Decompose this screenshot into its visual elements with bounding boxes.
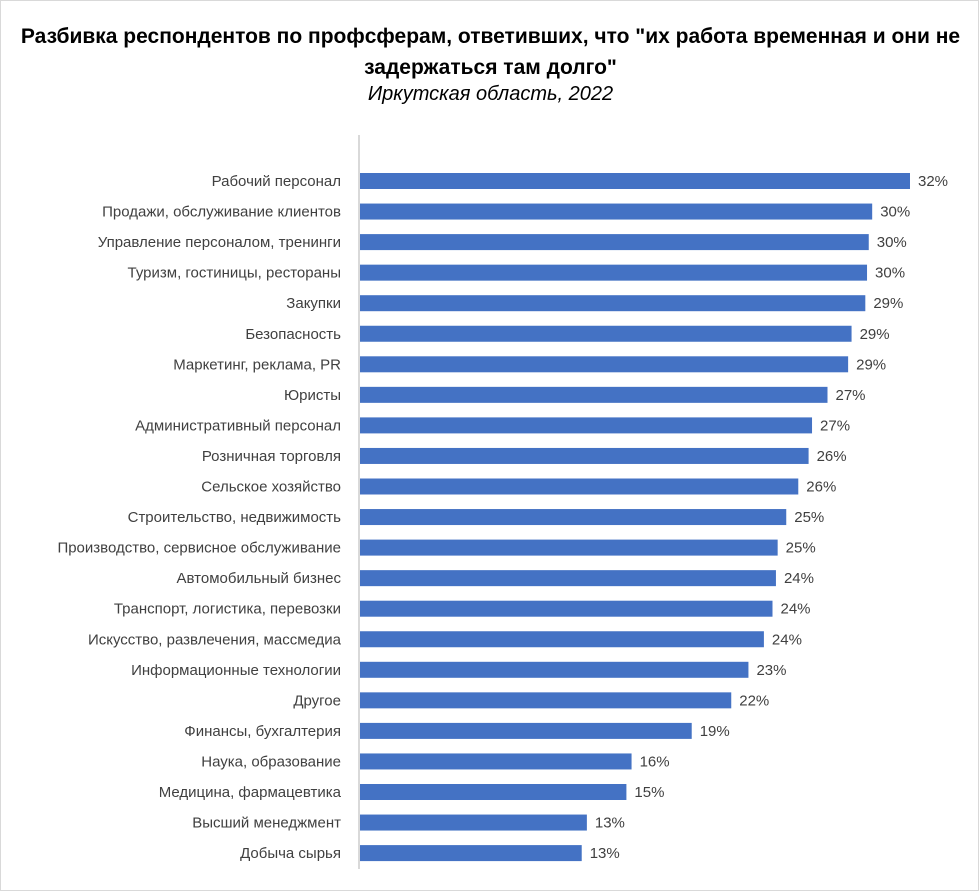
bar xyxy=(360,478,799,495)
category-label: Строительство, недвижимость xyxy=(128,509,342,526)
bar xyxy=(360,845,582,862)
bar xyxy=(360,203,873,220)
data-label: 24% xyxy=(784,570,814,587)
data-label: 29% xyxy=(873,295,903,312)
bar xyxy=(360,417,813,434)
bar xyxy=(360,784,627,800)
category-label: Финансы, бухгалтерия xyxy=(184,723,341,740)
data-label: 26% xyxy=(806,479,836,496)
data-label: 32% xyxy=(918,173,948,190)
bar xyxy=(360,509,787,526)
data-label: 25% xyxy=(794,509,824,526)
category-label: Автомобильный бизнес xyxy=(177,570,342,587)
data-label: 22% xyxy=(739,692,769,709)
data-label: 15% xyxy=(634,784,664,801)
data-label: 27% xyxy=(820,417,850,434)
bar xyxy=(360,325,852,342)
category-label: Производство, сервисное обслуживание xyxy=(57,540,341,557)
bar xyxy=(360,539,778,556)
data-label: 19% xyxy=(700,723,730,740)
category-label: Сельское хозяйство xyxy=(201,479,341,496)
bar xyxy=(360,447,809,464)
category-label: Информационные технологии xyxy=(131,662,341,679)
chart-title: Разбивка респондентов по профсферам, отв… xyxy=(20,25,961,79)
category-label: Юристы xyxy=(284,387,341,404)
data-label: 30% xyxy=(880,204,910,221)
category-label: Закупки xyxy=(286,295,341,312)
category-label: Маркетинг, реклама, PR xyxy=(173,356,341,373)
category-label: Безопасность xyxy=(245,326,341,343)
data-label: 13% xyxy=(595,815,625,832)
category-label: Управление персоналом, тренинги xyxy=(98,234,341,251)
category-label: Продажи, обслуживание клиентов xyxy=(102,204,341,221)
bar xyxy=(360,234,869,251)
data-label: 16% xyxy=(640,753,670,770)
category-label: Искусство, развлечения, массмедиа xyxy=(88,631,342,648)
category-label: Высший менеджмент xyxy=(192,815,341,832)
bar xyxy=(360,570,776,587)
chart-subtitle: Иркутская область, 2022 xyxy=(367,83,614,105)
bar xyxy=(360,264,868,281)
category-label: Розничная торговля xyxy=(202,448,341,465)
bar xyxy=(360,386,828,403)
category-label: Медицина, фармацевтика xyxy=(159,784,342,801)
data-label: 13% xyxy=(590,845,620,862)
bar xyxy=(360,173,910,189)
bar xyxy=(360,356,849,373)
data-label: 26% xyxy=(817,448,847,465)
data-label: 25% xyxy=(786,540,816,557)
data-label: 30% xyxy=(877,234,907,251)
category-label: Административный персонал xyxy=(135,417,341,434)
category-label: Добыча сырья xyxy=(240,845,341,862)
bar xyxy=(360,753,632,770)
bar xyxy=(360,600,773,617)
category-label: Транспорт, логистика, перевозки xyxy=(114,601,341,618)
bar xyxy=(360,631,764,648)
bar xyxy=(360,722,692,739)
category-label: Туризм, гостиницы, рестораны xyxy=(128,265,341,282)
data-label: 23% xyxy=(756,662,786,679)
bar xyxy=(360,295,866,312)
data-label: 24% xyxy=(781,601,811,618)
category-label: Наука, образование xyxy=(201,753,341,770)
data-label: 29% xyxy=(860,326,890,343)
bar xyxy=(360,814,587,831)
data-label: 30% xyxy=(875,265,905,282)
bar xyxy=(360,692,732,709)
data-label: 29% xyxy=(856,356,886,373)
bar xyxy=(360,661,749,678)
data-label: 27% xyxy=(836,387,866,404)
category-label: Другое xyxy=(293,692,341,709)
category-label: Рабочий персонал xyxy=(212,173,341,190)
data-label: 24% xyxy=(772,631,802,648)
